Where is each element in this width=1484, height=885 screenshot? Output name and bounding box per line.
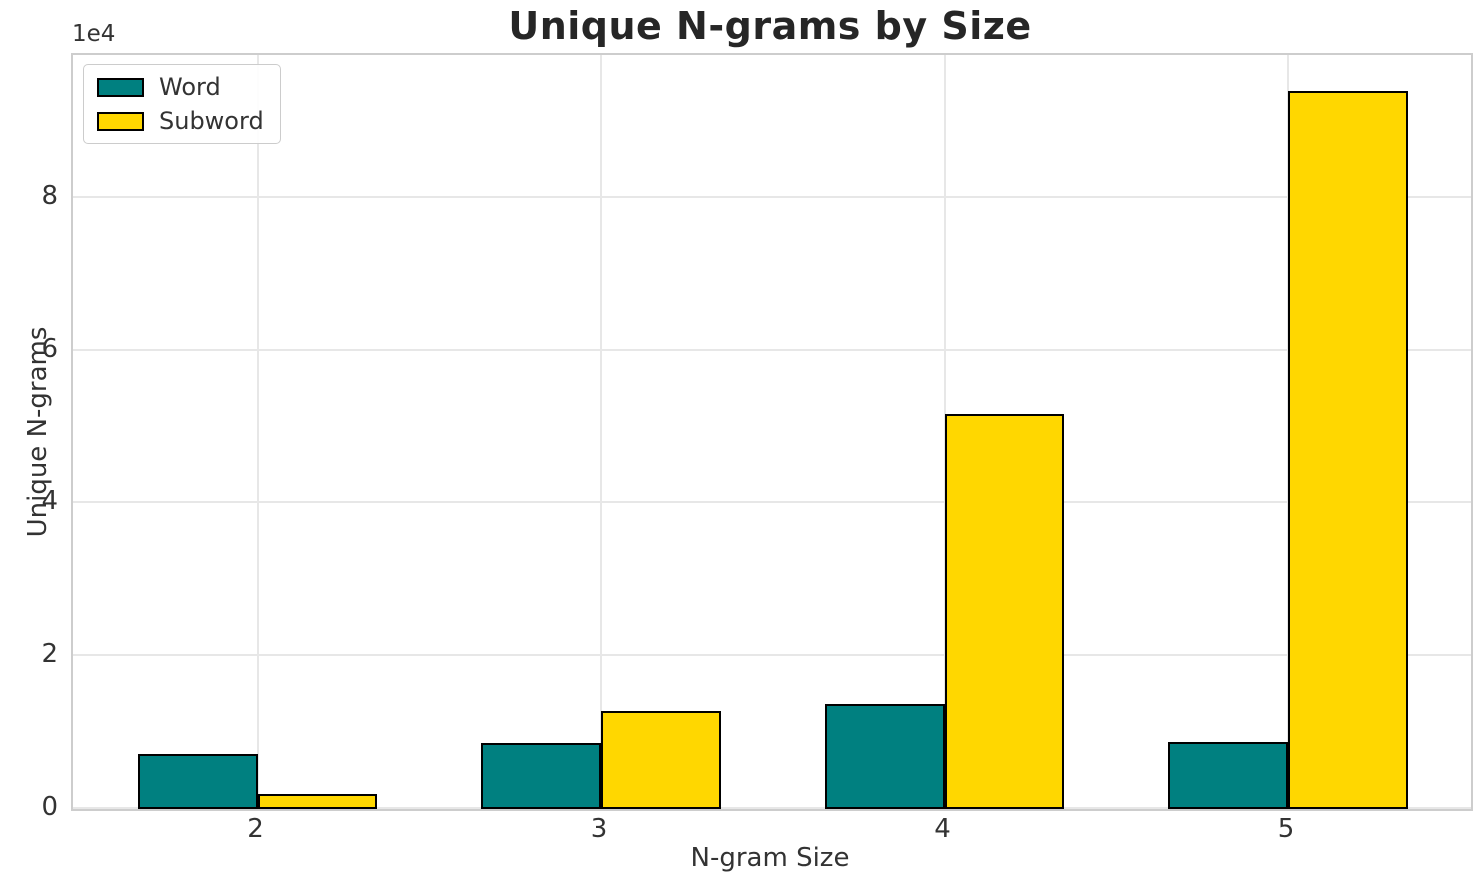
x-tick-label: 3 — [590, 814, 608, 844]
legend-item-subword: Subword — [97, 108, 264, 134]
y-tick-label: 0 — [41, 792, 58, 822]
h-gridline — [73, 501, 1471, 504]
y-tick-label: 6 — [41, 333, 58, 364]
bar-subword-5 — [1288, 90, 1408, 809]
y-tick-label: 2 — [41, 639, 58, 670]
bar-subword-3 — [601, 711, 721, 809]
x-tick-label: 5 — [1277, 814, 1295, 844]
x-tick-label: 2 — [247, 814, 264, 844]
y-axis-offset-text: 1e4 — [72, 21, 116, 47]
h-gridline — [73, 195, 1471, 198]
legend-swatch-subword — [97, 111, 144, 131]
h-gridline — [73, 654, 1471, 657]
y-tick-label: 4 — [41, 486, 58, 517]
x-tick-label: 4 — [934, 814, 951, 844]
y-tick-label: 8 — [41, 180, 58, 211]
bar-subword-4 — [944, 414, 1065, 809]
legend-swatch-word — [97, 77, 144, 97]
bar-word-4 — [824, 704, 945, 809]
bar-subword-2 — [257, 794, 378, 809]
h-gridline — [73, 807, 1471, 809]
v-gridline — [256, 55, 259, 809]
bar-word-5 — [1168, 741, 1288, 809]
bar-word-3 — [481, 742, 601, 809]
legend-label-subword: Subword — [159, 107, 264, 135]
bar-word-2 — [137, 754, 258, 809]
h-gridline — [73, 348, 1471, 351]
chart-title: Unique N-grams by Size — [508, 4, 1032, 48]
v-gridline — [600, 55, 603, 809]
plot-area: Word Subword — [71, 53, 1473, 811]
legend-item-word: Word — [97, 74, 264, 100]
x-axis-label: N-gram Size — [690, 843, 850, 873]
legend-label-word: Word — [159, 73, 221, 101]
legend: Word Subword — [83, 64, 281, 144]
